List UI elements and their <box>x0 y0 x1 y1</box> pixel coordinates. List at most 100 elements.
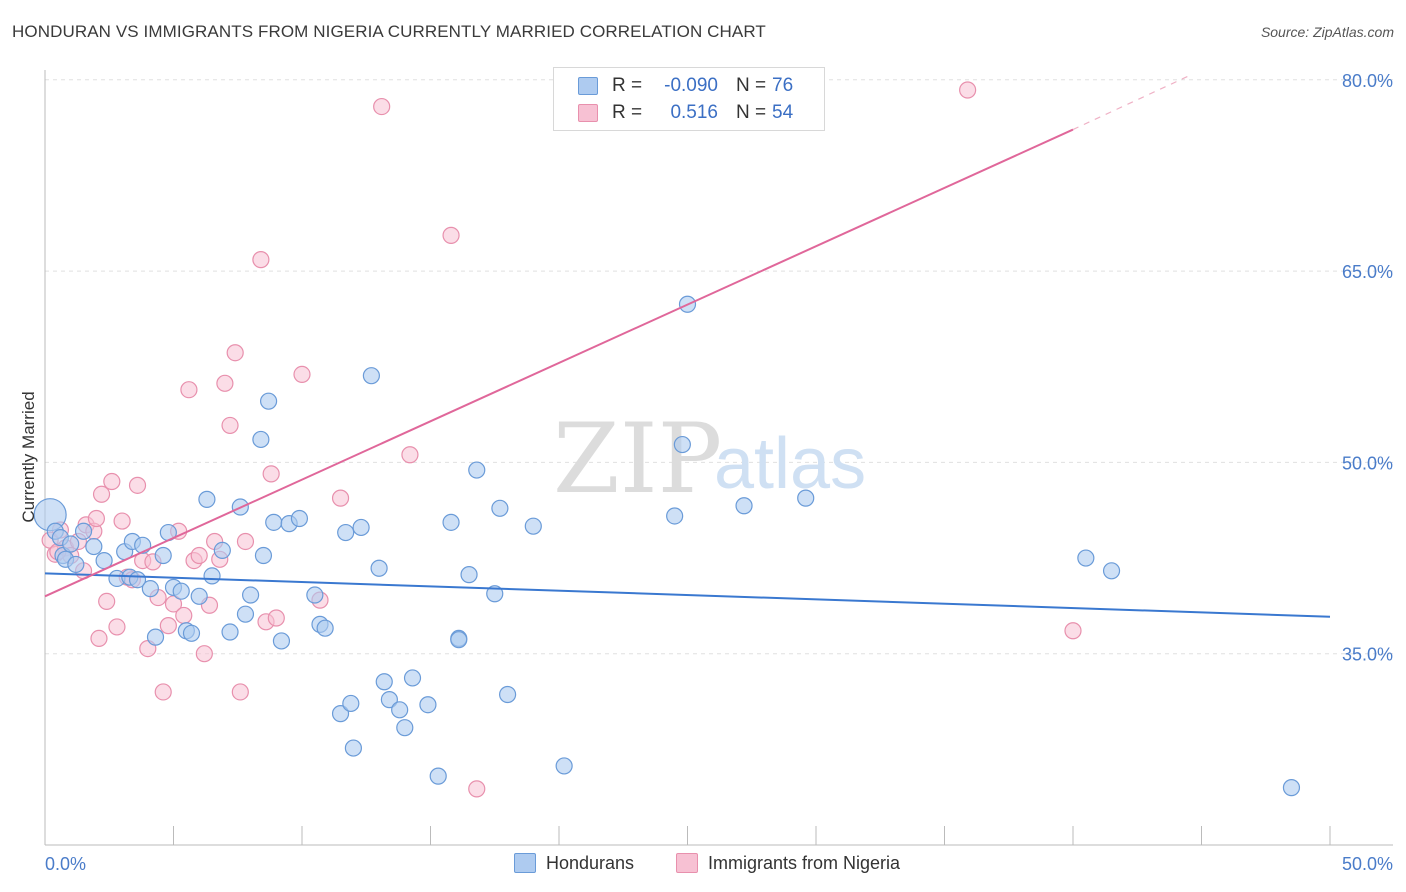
honduran-point <box>370 559 388 577</box>
y-tick-label: 80.0% <box>1342 71 1393 91</box>
honduran-point <box>242 586 260 604</box>
legend-r-value: 0.516 <box>670 102 718 123</box>
honduran-point <box>190 587 208 605</box>
honduran-point <box>342 694 360 713</box>
series-hondurans-points <box>33 295 1301 797</box>
legend-n-label: N = <box>736 75 767 96</box>
honduran-point <box>344 739 362 757</box>
legend-r-label: R = <box>612 102 643 123</box>
nigeria-point <box>401 446 419 464</box>
x-tick-label: 50.0% <box>1342 854 1393 874</box>
watermark-atlas: atlas <box>714 424 866 504</box>
nigeria-point <box>175 606 193 625</box>
nigeria-point <box>262 465 280 483</box>
x-tick-label: 0.0% <box>45 854 86 874</box>
honduran-point <box>306 586 324 604</box>
honduran-point <box>673 435 691 454</box>
nigeria-point <box>373 97 391 116</box>
nigeria-point <box>442 226 460 244</box>
bottom-legend-swatch-blue <box>514 853 536 873</box>
honduran-point <box>1282 779 1301 797</box>
grid-lines <box>45 79 1393 655</box>
honduran-point <box>524 517 542 535</box>
legend-n-value: 54 <box>772 102 794 123</box>
honduran-point <box>182 624 201 642</box>
honduran-point <box>429 767 447 785</box>
correlation-legend: R = -0.090 N = 76 R = 0.516 N = 54 <box>553 67 825 131</box>
nigeria-point <box>98 592 116 611</box>
honduran-point <box>735 497 753 515</box>
nigeria-point <box>128 476 147 494</box>
y-tick-label: 35.0% <box>1342 645 1393 665</box>
y-tick-label: 65.0% <box>1342 262 1393 282</box>
y-tick-label: 50.0% <box>1342 453 1393 473</box>
nigeria-point <box>92 485 111 503</box>
watermark-zip: ZIP <box>553 403 722 515</box>
honduran-point <box>396 719 414 737</box>
nigeria-point <box>231 683 249 701</box>
tick-labels: 35.0% 50.0% 65.0% 80.0% 0.0% 50.0% <box>45 71 1393 874</box>
nigeria-point <box>195 645 213 663</box>
nigeria-point <box>103 472 121 491</box>
honduran-point <box>331 705 350 723</box>
honduran-point <box>666 507 684 525</box>
nigeria-point <box>226 344 244 362</box>
honduran-point <box>1102 562 1121 580</box>
hondurans-trend-line <box>44 572 1331 618</box>
honduran-point <box>265 513 283 531</box>
nigeria-trend-line <box>44 128 1074 598</box>
nigeria-point <box>87 509 106 528</box>
honduran-point <box>352 518 370 537</box>
nigeria-point <box>267 609 285 627</box>
nigeria-point <box>1064 622 1082 640</box>
axes <box>44 70 1393 846</box>
honduran-point <box>259 392 278 410</box>
nigeria-point <box>221 416 239 435</box>
legend-swatch-blue <box>578 77 598 95</box>
y-axis-label: Currently Married <box>19 391 38 522</box>
honduran-point <box>491 499 509 517</box>
honduran-point <box>154 546 172 565</box>
honduran-point <box>797 489 815 507</box>
nigeria-point <box>159 617 177 635</box>
honduran-point <box>316 619 334 637</box>
honduran-point <box>362 367 380 385</box>
honduran-point <box>146 628 165 646</box>
honduran-point <box>198 490 216 508</box>
honduran-point <box>555 757 573 775</box>
nigeria-point <box>252 251 270 269</box>
nigeria-point <box>216 374 234 392</box>
nigeria-point <box>180 381 198 399</box>
honduran-point <box>254 546 273 565</box>
chart-title: HONDURAN VS IMMIGRANTS FROM NIGERIA CURR… <box>12 22 766 41</box>
nigeria-point <box>293 365 311 384</box>
bottom-legend-label: Immigrants from Nigeria <box>708 853 901 873</box>
watermark: ZIP atlas <box>553 403 866 515</box>
legend-r-value: -0.090 <box>664 75 718 96</box>
honduran-point <box>85 537 103 556</box>
nigeria-point <box>108 618 126 636</box>
bottom-legend-label: Hondurans <box>546 853 635 873</box>
nigeria-point <box>236 532 255 551</box>
honduran-point <box>221 623 239 641</box>
honduran-point <box>74 522 93 540</box>
honduran-point <box>203 567 221 585</box>
nigeria-point <box>90 629 108 647</box>
honduran-point <box>236 605 255 623</box>
honduran-point <box>403 669 422 687</box>
trend-lines <box>44 75 1331 618</box>
nigeria-point <box>468 780 486 798</box>
source-credit: Source: ZipAtlas.com <box>1260 24 1394 40</box>
honduran-point <box>460 566 478 584</box>
honduran-point <box>337 523 355 542</box>
honduran-point <box>1077 549 1095 567</box>
honduran-point <box>486 585 504 603</box>
honduran-point <box>375 673 393 691</box>
honduran-point <box>172 582 190 600</box>
nigeria-trend-extension <box>1072 75 1189 131</box>
honduran-point <box>213 541 231 559</box>
honduran-point <box>290 509 309 528</box>
nigeria-point <box>113 512 131 530</box>
honduran-point <box>468 461 486 479</box>
